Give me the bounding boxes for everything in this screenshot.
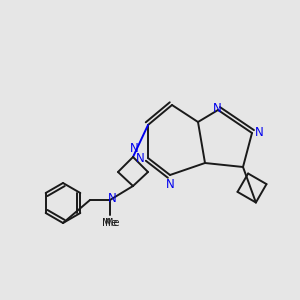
Text: N: N xyxy=(130,142,138,154)
Text: N: N xyxy=(166,178,174,190)
Text: Me: Me xyxy=(105,218,119,228)
Text: Me: Me xyxy=(102,218,118,228)
Text: N: N xyxy=(108,193,116,206)
Text: N: N xyxy=(136,152,144,164)
Text: N: N xyxy=(255,127,263,140)
Text: N: N xyxy=(213,103,221,116)
